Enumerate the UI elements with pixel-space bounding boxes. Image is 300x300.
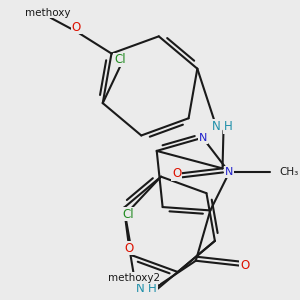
Text: N: N [212,120,220,133]
Text: Cl: Cl [114,53,126,66]
Text: N: N [225,167,233,177]
Text: O: O [124,242,134,254]
Text: O: O [240,259,249,272]
Text: N: N [136,282,145,295]
Text: methoxy: methoxy [25,8,70,17]
Text: N: N [199,133,207,143]
Text: methoxy2: methoxy2 [107,273,160,283]
Text: CH₃: CH₃ [279,167,298,177]
Text: O: O [71,20,81,34]
Text: H: H [224,120,232,133]
Text: H: H [148,282,157,295]
Text: O: O [172,167,181,180]
Text: Cl: Cl [123,208,134,220]
